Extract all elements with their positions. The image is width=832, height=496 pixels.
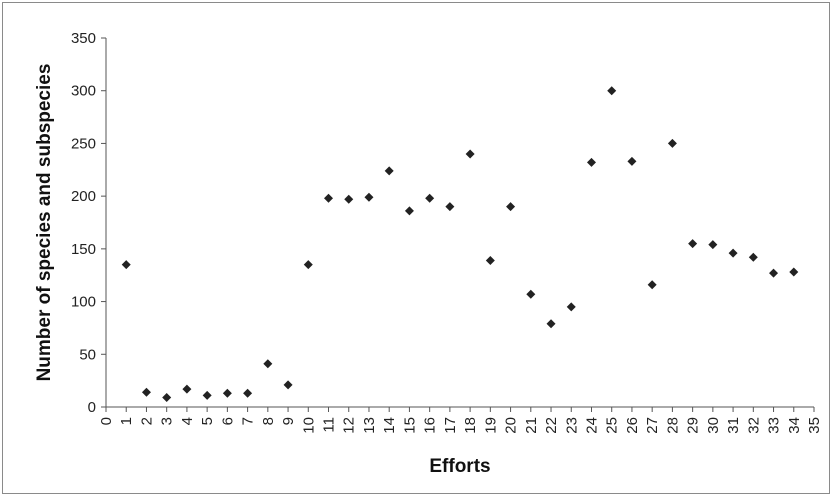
- x-tick-label: 16: [422, 417, 439, 434]
- data-point: [283, 380, 293, 390]
- x-tick-label: 20: [503, 417, 520, 434]
- x-tick-label: 15: [401, 417, 418, 434]
- y-tick-label: 300: [71, 83, 96, 100]
- x-tick-label: 17: [442, 417, 459, 434]
- x-tick-label: 31: [725, 417, 742, 434]
- x-tick-label: 11: [321, 417, 338, 433]
- x-tick-label: 23: [563, 417, 580, 434]
- data-point: [384, 166, 394, 176]
- data-point: [688, 239, 698, 249]
- data-point: [789, 267, 799, 277]
- x-tick-label: 0: [98, 417, 115, 425]
- x-tick-label: 33: [766, 417, 783, 434]
- x-tick-label: 10: [300, 417, 317, 434]
- data-point: [485, 255, 495, 265]
- data-point: [202, 390, 212, 400]
- x-tick-label: 34: [786, 417, 803, 434]
- data-point: [465, 149, 475, 159]
- data-point: [425, 193, 435, 203]
- y-tick-label: 50: [79, 346, 96, 363]
- data-point: [364, 192, 374, 202]
- x-tick-label: 12: [341, 417, 358, 434]
- data-point: [243, 388, 253, 398]
- data-point: [182, 384, 192, 394]
- data-point: [506, 202, 516, 212]
- x-tick-label: 28: [664, 417, 681, 434]
- data-point: [607, 86, 617, 96]
- y-tick-label: 350: [71, 30, 96, 47]
- x-tick-label: 32: [745, 417, 762, 434]
- data-point: [769, 268, 779, 278]
- axes: [105, 38, 814, 408]
- data-point: [445, 202, 455, 212]
- data-point: [526, 289, 536, 299]
- data-points: [121, 86, 799, 403]
- x-tick-label: 24: [583, 417, 600, 434]
- x-tick-label: 25: [604, 417, 621, 434]
- data-point: [222, 388, 232, 398]
- y-tick-label: 0: [88, 399, 96, 416]
- x-tick-label: 9: [280, 417, 297, 425]
- x-tick-label: 6: [219, 417, 236, 425]
- data-point: [121, 260, 131, 270]
- data-point: [324, 193, 334, 203]
- x-axis-title: Efforts: [429, 456, 490, 477]
- x-tick-label: 8: [260, 417, 277, 425]
- data-point: [162, 393, 172, 403]
- x-tick-label: 1: [118, 417, 135, 425]
- data-point: [404, 206, 414, 216]
- x-tick-label: 7: [240, 417, 257, 425]
- x-tick-label: 13: [361, 417, 378, 434]
- x-tick-label: 26: [624, 417, 641, 434]
- x-tick-label: 35: [806, 417, 823, 434]
- y-tick-label: 100: [71, 294, 96, 311]
- data-point: [303, 260, 313, 270]
- data-point: [141, 387, 151, 397]
- data-point: [748, 252, 758, 262]
- y-tick-label: 150: [71, 241, 96, 258]
- y-axis-title: Number of species and subspecies: [34, 64, 55, 382]
- x-tick-label: 22: [543, 417, 560, 434]
- x-tick-label: 2: [138, 417, 155, 425]
- x-tick-label: 5: [199, 417, 216, 425]
- x-tick-label: 3: [159, 417, 176, 425]
- x-tick-label: 30: [705, 417, 722, 434]
- data-point: [344, 194, 354, 204]
- y-tick-label: 200: [71, 188, 96, 205]
- x-tick-label: 18: [462, 417, 479, 434]
- x-tick-label: 27: [644, 417, 661, 434]
- data-point: [627, 156, 637, 166]
- data-point: [546, 319, 556, 329]
- data-point: [647, 280, 657, 290]
- x-axis-ticks: 0 1 2 3 4 5 6 7 8 9 10 11 12 13 14 15 16 17 18 19 20 21 22 23 24…: [98, 407, 823, 434]
- data-point: [586, 157, 596, 167]
- data-point: [566, 302, 576, 312]
- data-point: [728, 248, 738, 258]
- x-tick-label: 29: [685, 417, 702, 434]
- x-tick-label: 14: [381, 417, 398, 434]
- data-point: [708, 240, 718, 250]
- data-point: [263, 359, 273, 369]
- data-point: [667, 138, 677, 148]
- x-tick-label: 19: [482, 417, 499, 434]
- y-tick-label: 250: [71, 135, 96, 152]
- x-tick-label: 21: [523, 417, 540, 434]
- x-tick-label: 4: [179, 417, 196, 425]
- y-axis-ticks: 0 50 100 150 200 250 300 350: [71, 30, 106, 416]
